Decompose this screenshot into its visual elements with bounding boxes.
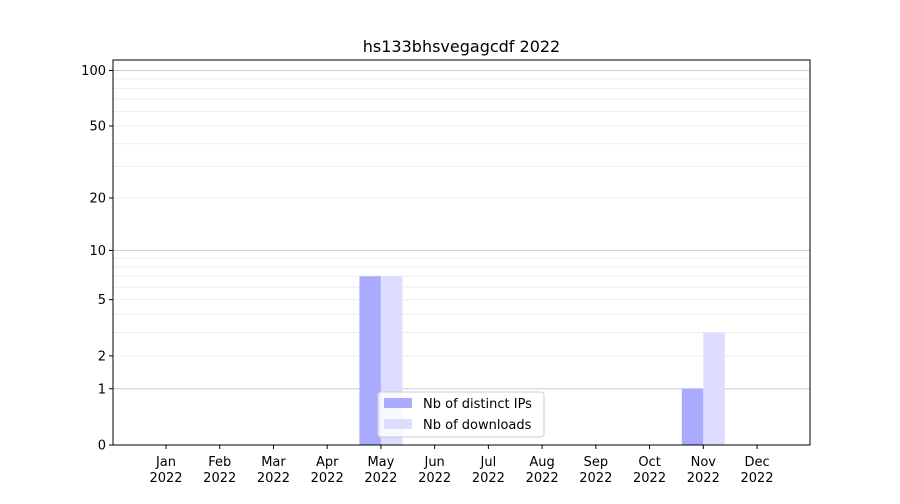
x-tick-label: Nov 2022 [687,455,720,486]
x-tick-label: Feb 2022 [203,455,236,486]
y-tick-label: 10 [89,244,106,259]
legend-box [377,391,545,438]
chart-title: hs133bhsvegagcdf 2022 [363,37,560,56]
x-tick-label: Jul 2022 [472,455,505,486]
x-tick-label: Oct 2022 [633,455,666,486]
y-tick-label: 2 [98,349,106,364]
y-tick-label: 0 [98,439,106,454]
legend-swatch [384,419,412,429]
bar-nb-of-distinct-ips [359,276,381,445]
legend-label: Nb of distinct IPs [423,397,532,412]
x-tick-label: Sep 2022 [579,455,612,486]
x-tick-label: Jan 2022 [149,455,182,486]
y-tick-label: 100 [81,64,106,79]
y-tick-label: 5 [98,293,106,308]
legend-label: Nb of downloads [423,418,532,433]
x-tick-label: Apr 2022 [311,455,344,486]
plot-frame [112,59,811,446]
x-tick-label: Jun 2022 [418,455,451,486]
legend-swatch [384,398,412,408]
x-tick-label: Mar 2022 [257,455,290,486]
x-tick-label: Dec 2022 [740,455,773,486]
x-tick-label: Aug 2022 [526,455,559,486]
bar-nb-of-downloads [703,332,725,445]
y-tick-label: 1 [98,382,106,397]
y-tick-label: 50 [89,119,106,134]
y-tick-label: 20 [89,191,106,206]
x-tick-label: May 2022 [364,455,397,486]
bar-nb-of-distinct-ips [681,388,704,445]
